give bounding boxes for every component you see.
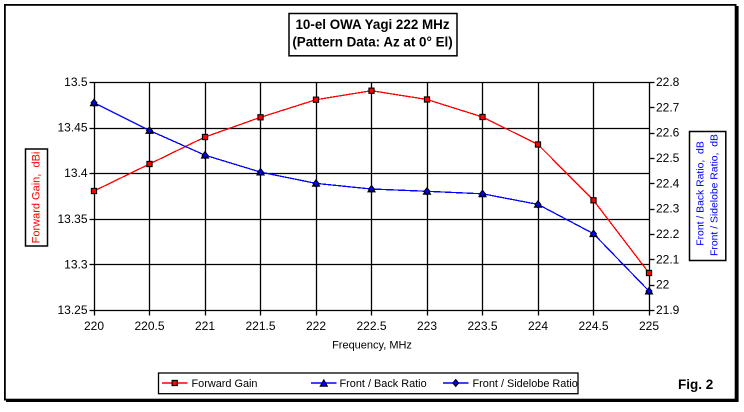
svg-text:22.2: 22.2 — [656, 227, 680, 241]
svg-text:21.9: 21.9 — [656, 303, 680, 317]
svg-text:22.7: 22.7 — [656, 100, 680, 114]
svg-text:13.3: 13.3 — [64, 257, 88, 271]
svg-text:Fig. 2: Fig. 2 — [678, 377, 713, 392]
svg-text:221.5: 221.5 — [245, 319, 275, 333]
svg-text:224.5: 224.5 — [578, 319, 608, 333]
svg-text:223: 223 — [417, 319, 437, 333]
svg-text:220.5: 220.5 — [134, 319, 164, 333]
svg-text:22.4: 22.4 — [656, 176, 680, 190]
svg-text:221: 221 — [195, 319, 215, 333]
svg-text:(Pattern Data: Az at 0° El): (Pattern Data: Az at 0° El) — [292, 34, 452, 49]
svg-text:222: 222 — [306, 319, 326, 333]
svg-text:223.5: 223.5 — [467, 319, 497, 333]
svg-text:13.45: 13.45 — [57, 121, 87, 135]
svg-text:22.3: 22.3 — [656, 202, 680, 216]
svg-text:225: 225 — [639, 319, 659, 333]
svg-text:22.6: 22.6 — [656, 126, 680, 140]
svg-text:10-el OWA Yagi 222 MHz: 10-el OWA Yagi 222 MHz — [295, 17, 449, 32]
svg-text:Front / Back Ratio, dB: Front / Back Ratio, dB — [696, 141, 707, 246]
svg-text:13.35: 13.35 — [57, 212, 87, 226]
svg-text:Forward Gain, dBi: Forward Gain, dBi — [31, 152, 43, 244]
svg-text:220: 220 — [84, 319, 104, 333]
svg-text:Front / Sidelobe Ratio: Front / Sidelobe Ratio — [473, 378, 578, 390]
svg-text:Front / Sidelobe Ratio, dB: Front / Sidelobe Ratio, dB — [710, 134, 721, 256]
svg-text:13.25: 13.25 — [57, 303, 87, 317]
svg-text:22.1: 22.1 — [656, 252, 680, 266]
svg-text:Front / Back Ratio: Front / Back Ratio — [340, 378, 427, 390]
svg-text:22.5: 22.5 — [656, 151, 680, 165]
svg-text:13.5: 13.5 — [64, 75, 88, 89]
svg-text:Forward Gain: Forward Gain — [192, 378, 258, 390]
svg-text:22.8: 22.8 — [656, 75, 680, 89]
svg-text:224: 224 — [528, 319, 548, 333]
svg-text:13.4: 13.4 — [64, 166, 88, 180]
svg-text:222.5: 222.5 — [356, 319, 386, 333]
svg-text:Frequency, MHz: Frequency, MHz — [332, 340, 412, 352]
svg-text:22: 22 — [656, 278, 670, 292]
